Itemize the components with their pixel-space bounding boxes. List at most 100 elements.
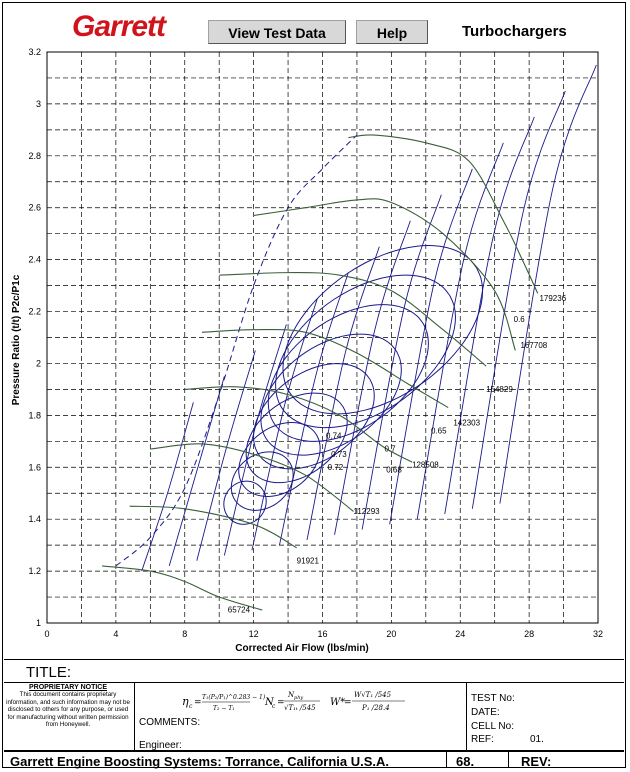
y-tick-label: 2 <box>36 358 41 368</box>
rev-label: REV: <box>521 754 552 769</box>
engineer-label: Engineer: <box>139 740 182 751</box>
efficiency-label: 0.72 <box>328 463 344 472</box>
speed-line-label: 167708 <box>521 341 548 350</box>
proprietary-text: This document contains proprietary infor… <box>6 691 130 729</box>
y-tick-label: 1.8 <box>28 410 41 420</box>
svg-text:=: = <box>344 698 352 708</box>
efficiency-islands <box>141 64 597 572</box>
svg-text:c: c <box>272 703 276 710</box>
svg-text:=: = <box>277 698 285 708</box>
y-tick-label: 1.6 <box>28 462 41 472</box>
chart-grid <box>46 51 599 624</box>
y-axis-label: Pressure Ratio (t/t) P2c/P1c <box>11 274 22 405</box>
efficiency-island-line <box>253 363 375 470</box>
chart-ticks: 0 4 8 12 16 20 24 28 32 1 1.2 1.4 1.6 1.8 2 2.2 2.4 2.6 2.… <box>28 47 603 639</box>
speed-line-label: 142303 <box>453 419 480 428</box>
product-label: Turbochargers <box>462 23 567 40</box>
efficiency-ray <box>334 220 411 535</box>
efficiency-ray <box>444 116 535 515</box>
y-tick-label: 3 <box>36 99 41 109</box>
speed-line <box>201 328 449 409</box>
svg-text:η: η <box>182 695 189 708</box>
svg-text:√T₁ₜ /545: √T₁ₜ /545 <box>284 704 316 712</box>
test-no-label: TEST No: <box>471 693 515 704</box>
efficiency-ray <box>471 90 566 509</box>
speed-line-label: 112293 <box>353 507 380 516</box>
efficiency-label: 0.7 <box>384 445 396 454</box>
speed-line-label: 128508 <box>412 460 439 469</box>
efficiency-ray <box>416 142 504 520</box>
svg-text:T₁(P₂/P₁)^0.283 − 1): T₁(P₂/P₁)^0.283 − 1) <box>202 694 266 701</box>
footer: Garrett Engine Boosting Systems: Torranc… <box>4 750 624 770</box>
speed-line <box>129 505 297 549</box>
compressor-map-chart: 0 4 8 12 16 20 24 28 32 1 1.2 1.4 1.6 1.8 2 2.2 2.4 2.6 2.… <box>11 47 603 654</box>
efficiency-ray <box>279 272 349 546</box>
efficiency-island-line <box>223 480 267 525</box>
x-tick-label: 8 <box>182 629 187 639</box>
svg-text:N: N <box>287 691 295 699</box>
view-test-data-button[interactable]: View Test Data <box>208 20 346 44</box>
x-tick-label: 28 <box>524 629 534 639</box>
efficiency-label: 0.74 <box>326 432 342 441</box>
y-tick-label: 2.2 <box>28 307 41 317</box>
ref-label: REF: <box>471 734 494 745</box>
efficiency-label: 0.6 <box>514 315 526 324</box>
speed-line <box>150 443 354 512</box>
title-block <box>4 682 624 751</box>
document-number: 68. <box>456 754 475 769</box>
date-label: DATE: <box>471 707 500 718</box>
efficiency-island-line <box>245 392 348 484</box>
speed-lines <box>102 134 539 611</box>
svg-text:P₁ /28.4: P₁ /28.4 <box>361 704 390 712</box>
svg-text:T₂ − T₁: T₂ − T₁ <box>213 705 235 712</box>
efficiency-island-line <box>267 304 429 442</box>
company-text: Garrett Engine Boosting Systems: Torranc… <box>10 754 389 769</box>
svg-text:c: c <box>189 703 193 710</box>
speed-line-label: 65724 <box>228 606 251 615</box>
y-tick-label: 2.8 <box>28 151 41 161</box>
title-label: TITLE: <box>26 664 72 681</box>
y-tick-label: 1.2 <box>28 566 41 576</box>
svg-text:W√T₁ /545: W√T₁ /545 <box>354 691 392 699</box>
cell-no-label: CELL No: <box>471 721 514 732</box>
x-tick-label: 4 <box>113 629 118 639</box>
svg-text:=: = <box>194 698 202 708</box>
y-tick-label: 2.6 <box>28 203 41 213</box>
efficiency-ray <box>389 168 473 525</box>
x-tick-label: 32 <box>593 629 603 639</box>
x-tick-label: 12 <box>249 629 259 639</box>
proprietary-notice: PROPRIETARY NOTICE This document contain… <box>4 684 132 750</box>
efficiency-label: 0.68 <box>386 465 402 474</box>
comments-label: COMMENTS: <box>139 717 201 728</box>
y-tick-label: 1.4 <box>28 514 41 524</box>
efficiency-ray <box>499 64 597 504</box>
y-tick-label: 3.2 <box>28 47 41 57</box>
svg-text:N: N <box>264 697 275 708</box>
title-row: TITLE: <box>4 659 624 682</box>
help-button[interactable]: Help <box>356 20 428 44</box>
chart-labels: 65724 91921 112293 128508 142303 154829 167708… <box>228 294 567 614</box>
x-tick-label: 20 <box>386 629 396 639</box>
efficiency-ray <box>251 298 318 551</box>
garrett-logo: Garrett <box>72 10 166 43</box>
proprietary-heading: PROPRIETARY NOTICE <box>28 684 108 691</box>
efficiency-label: 0.65 <box>431 427 447 436</box>
x-axis-label: Corrected Air Flow (lbs/min) <box>235 643 369 654</box>
efficiency-ray <box>223 324 287 556</box>
efficiency-ray <box>141 402 194 572</box>
y-tick-label: 2.4 <box>28 255 41 265</box>
speed-line <box>253 198 516 351</box>
speed-line <box>184 386 413 463</box>
speed-line <box>348 134 539 294</box>
surge-line <box>115 134 358 567</box>
speed-line <box>219 272 487 367</box>
x-tick-label: 0 <box>44 629 49 639</box>
speed-line-label: 179236 <box>539 294 566 303</box>
efficiency-island-line <box>238 422 321 497</box>
x-tick-label: 16 <box>317 629 327 639</box>
x-tick-label: 24 <box>455 629 465 639</box>
efficiency-ray <box>196 350 256 561</box>
efficiency-label: 0.73 <box>331 450 347 459</box>
